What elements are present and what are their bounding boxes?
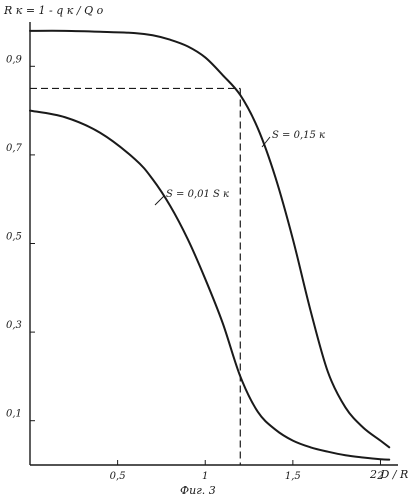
series-label-s001: S = 0,01 S к bbox=[166, 189, 229, 200]
y-tick-label-4: 0,9 bbox=[6, 54, 23, 65]
x-axis-title: 2 D / R к bbox=[369, 468, 408, 481]
curves bbox=[30, 31, 389, 460]
y-tick-label-0: 0,1 bbox=[6, 409, 22, 420]
x-tick-label-0: 0,5 bbox=[110, 471, 126, 482]
y-axis-title: R к = 1 - q к / Q o bbox=[3, 4, 104, 17]
x-ticks: 0,511,52 bbox=[110, 460, 384, 482]
y-tick-label-2: 0,5 bbox=[6, 232, 22, 243]
series-line-1 bbox=[30, 111, 389, 460]
guides bbox=[30, 88, 240, 465]
x-tick-label-2: 1,5 bbox=[285, 471, 301, 482]
figure-caption: Фиг. 3 bbox=[180, 484, 216, 497]
series-line-0 bbox=[30, 31, 389, 447]
series-label-leader-2 bbox=[155, 196, 164, 205]
y-tick-label-3: 0,7 bbox=[6, 143, 23, 154]
x-tick-label-1: 1 bbox=[202, 471, 208, 482]
series-label-s015: S = 0,15 к bbox=[272, 130, 325, 141]
y-tick-label-1: 0,3 bbox=[6, 320, 22, 331]
